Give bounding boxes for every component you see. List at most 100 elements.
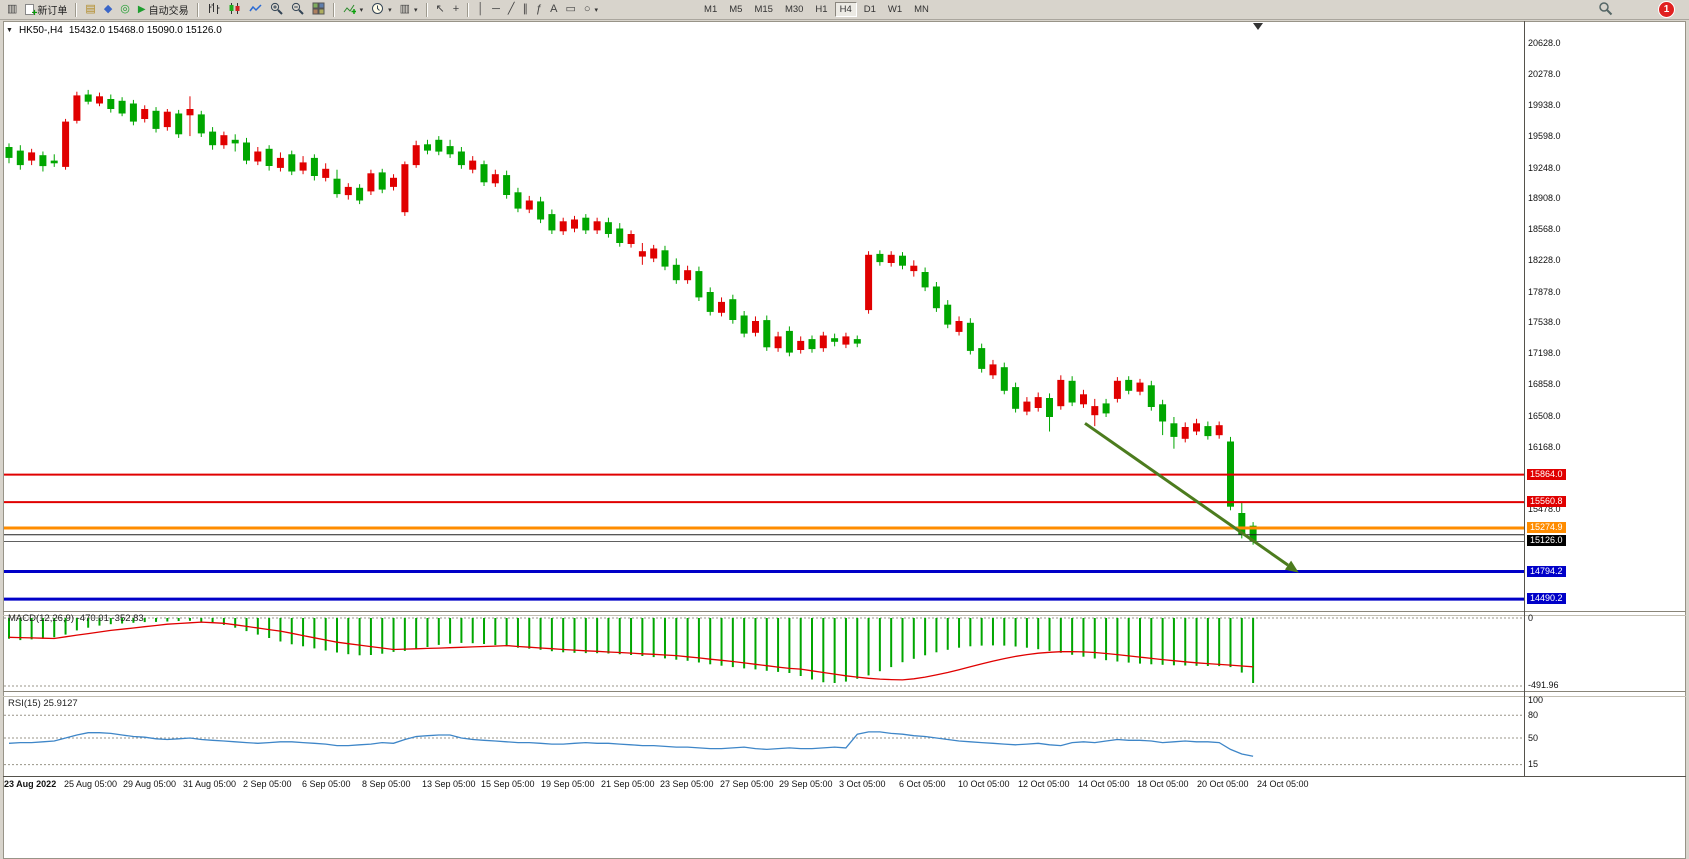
time-axis-label: 8 Sep 05:00 (362, 779, 411, 789)
crosshair-icon: + (452, 3, 460, 15)
cursor-tool-button[interactable]: ↖ (432, 1, 449, 18)
vertical-line-tool-button[interactable]: │ (473, 1, 488, 18)
zoom-in-icon (270, 2, 283, 18)
macd-axis-label: 0 (1528, 613, 1534, 623)
price-tag: 15126.0 (1527, 535, 1566, 546)
time-axis-label: 13 Sep 05:00 (422, 779, 476, 789)
price-axis-label: 19248.0 (1528, 163, 1561, 173)
dropdown-arrow-icon: ▾ (414, 6, 418, 14)
timeframe-M30[interactable]: M30 (784, 4, 804, 15)
chart-line-button[interactable] (245, 1, 266, 18)
clock-icon (371, 2, 384, 18)
rsi-indicator-label: RSI(15) 25.9127 (8, 698, 78, 709)
indicators-button[interactable]: ▾ (339, 1, 368, 18)
new-chart-button[interactable]: ▥ (3, 1, 21, 18)
price-axis-label: 16858.0 (1528, 379, 1561, 389)
play-icon: ▶ (137, 3, 146, 15)
horizontal-line-tool-button[interactable]: ─ (488, 1, 504, 18)
navigator-icon: ◎ (120, 3, 130, 15)
price-axis-label: 18228.0 (1528, 255, 1561, 265)
channel-tool-button[interactable]: ∥ (519, 1, 533, 18)
time-axis-label: 12 Oct 05:00 (1018, 779, 1070, 789)
price-axis-label: 20278.0 (1528, 69, 1561, 79)
symbol-dropdown-icon[interactable]: ▼ (6, 27, 13, 34)
price-axis-label: 19598.0 (1528, 131, 1561, 141)
time-axis-label: 19 Sep 05:00 (541, 779, 595, 789)
timeframe-MN[interactable]: MN (914, 4, 929, 15)
price-axis-label: 15478.0 (1528, 504, 1561, 514)
price-axis-label: 16508.0 (1528, 411, 1561, 421)
templates-button[interactable]: ▥ ▾ (396, 1, 422, 18)
text-icon: A (550, 3, 558, 15)
toolbar-right-group: 1 (1594, 1, 1674, 18)
shapes-tool-button[interactable]: ○ ▾ (580, 1, 602, 18)
template-icon: ▥ (399, 3, 411, 15)
timeframe-H1[interactable]: H1 (815, 4, 828, 15)
fibonacci-tool-button[interactable]: ƒ (532, 1, 546, 18)
timeframe-D1[interactable]: D1 (863, 4, 876, 15)
time-axis[interactable]: 23 Aug 2022 25 Aug 05:00 29 Aug 05:00 31 Au… (0, 779, 1524, 792)
chart-plot-area[interactable] (3, 21, 1686, 859)
price-tag: 14490.2 (1527, 593, 1566, 604)
time-axis-label: 21 Sep 05:00 (601, 779, 655, 789)
rsi-axis-label: 100 (1528, 695, 1544, 705)
market-watch-button[interactable]: ▤ (81, 1, 99, 18)
timeframe-H4[interactable]: H4 (834, 2, 857, 17)
cursor-icon: ↖ (435, 3, 445, 15)
new-order-button[interactable]: 新订单 (21, 1, 71, 19)
timeframe-M5[interactable]: M5 (729, 4, 743, 15)
data-window-button[interactable]: ◆ (100, 1, 116, 18)
toolbar-separator (425, 2, 428, 17)
toolbar-separator (467, 2, 470, 17)
time-axis-label: 20 Oct 05:00 (1197, 779, 1249, 789)
toolbar-separator (332, 2, 335, 17)
auto-trading-label: 自动交易 (148, 6, 189, 17)
time-axis-label: 6 Oct 05:00 (899, 779, 946, 789)
time-axis-label: 29 Aug 05:00 (123, 779, 177, 789)
search-button[interactable] (1594, 1, 1617, 18)
price-axis[interactable]: 20628.0 20278.0 19938.0 19598.0 19248.0 18908… (1526, 0, 1590, 859)
time-axis-label: 14 Oct 05:00 (1078, 779, 1130, 789)
shapes-icon: ○ (583, 3, 591, 15)
trendline-tool-button[interactable]: ╱ (504, 1, 519, 18)
timeframe-W1[interactable]: W1 (887, 4, 903, 15)
rsi-axis-label: 50 (1528, 733, 1539, 743)
time-axis-label: 25 Aug 05:00 (64, 779, 118, 789)
chart-bars-button[interactable] (203, 1, 224, 18)
price-axis-label: 17198.0 (1528, 348, 1561, 358)
toolbar-separator (196, 2, 199, 17)
price-axis-label: 17538.0 (1528, 317, 1561, 327)
chart-title: ▼ HK50-,H4 15432.0 15468.0 15090.0 15126… (6, 25, 222, 36)
toolbar-separator (75, 2, 78, 17)
time-axis-label: 23 Sep 05:00 (660, 779, 714, 789)
chart-candles-button[interactable] (224, 1, 245, 18)
label-tool-button[interactable]: ▭ (561, 1, 579, 18)
timeframe-M15[interactable]: M15 (754, 4, 773, 15)
time-axis-label: 29 Sep 05:00 (779, 779, 833, 789)
zoom-in-button[interactable] (266, 1, 287, 18)
navigator-button[interactable]: ◎ (116, 1, 134, 18)
price-axis-label: 16168.0 (1528, 442, 1561, 452)
price-tag: 14794.2 (1527, 566, 1566, 577)
new-order-icon (25, 4, 37, 19)
fibonacci-icon: ƒ (536, 3, 543, 15)
periods-button[interactable]: ▾ (367, 1, 396, 18)
crosshair-tool-button[interactable]: + (449, 1, 463, 18)
text-tool-button[interactable]: A (546, 1, 561, 18)
macd-indicator-label: MACD(12,26,9) -470.01 -352.83 (8, 613, 144, 624)
ohlc-values-label: 15432.0 15468.0 15090.0 15126.0 (68, 25, 222, 36)
time-axis-label: 3 Oct 05:00 (839, 779, 886, 789)
time-axis-label: 10 Oct 05:00 (958, 779, 1010, 789)
dropdown-arrow-icon: ▾ (388, 6, 392, 14)
zoom-out-icon (291, 2, 304, 18)
rsi-axis-label: 15 (1528, 759, 1539, 769)
notification-badge[interactable]: 1 (1659, 2, 1674, 17)
tile-windows-button[interactable] (308, 1, 329, 18)
auto-trading-button[interactable]: ▶ 自动交易 (134, 1, 193, 18)
zoom-out-button[interactable] (287, 1, 308, 18)
candlestick-chart-icon (228, 2, 241, 18)
timeframe-bar: M1 M5 M15 M30 H1 H4 D1 W1 MN (698, 2, 935, 17)
timeframe-M1[interactable]: M1 (704, 4, 718, 15)
price-tag: 15274.9 (1527, 522, 1566, 533)
new-chart-icon: ▥ (7, 3, 18, 15)
